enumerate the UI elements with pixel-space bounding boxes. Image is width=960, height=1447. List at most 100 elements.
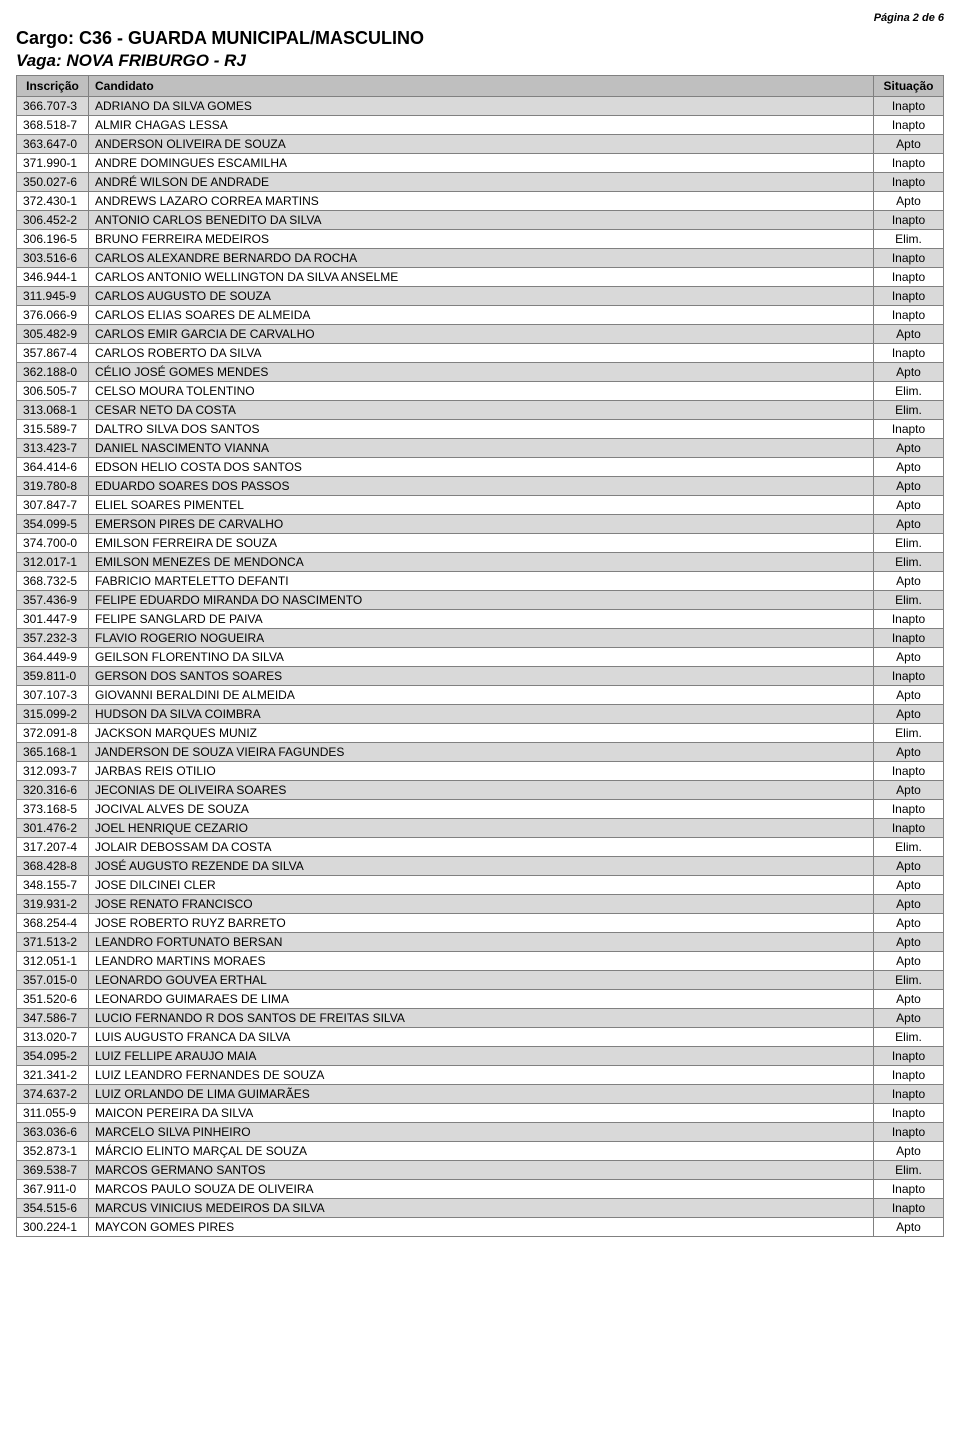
cell-inscricao: 354.095-2 — [17, 1047, 89, 1066]
cell-situacao: Apto — [874, 325, 944, 344]
cell-inscricao: 305.482-9 — [17, 325, 89, 344]
cell-situacao: Inapto — [874, 800, 944, 819]
cell-situacao: Inapto — [874, 420, 944, 439]
candidates-table: Inscrição Candidato Situação 366.707-3AD… — [16, 75, 944, 1237]
cell-inscricao: 367.911-0 — [17, 1180, 89, 1199]
cell-candidato: FABRICIO MARTELETTO DEFANTI — [89, 572, 874, 591]
cell-situacao: Apto — [874, 439, 944, 458]
cell-situacao: Apto — [874, 781, 944, 800]
cell-situacao: Apto — [874, 192, 944, 211]
table-row: 372.430-1ANDREWS LAZARO CORREA MARTINSAp… — [17, 192, 944, 211]
cell-inscricao: 301.447-9 — [17, 610, 89, 629]
cell-inscricao: 320.316-6 — [17, 781, 89, 800]
cell-situacao: Elim. — [874, 553, 944, 572]
cell-situacao: Inapto — [874, 1047, 944, 1066]
cell-situacao: Inapto — [874, 154, 944, 173]
table-row: 319.780-8EDUARDO SOARES DOS PASSOSApto — [17, 477, 944, 496]
cell-candidato: CARLOS ANTONIO WELLINGTON DA SILVA ANSEL… — [89, 268, 874, 287]
cell-situacao: Apto — [874, 648, 944, 667]
cell-candidato: CARLOS AUGUSTO DE SOUZA — [89, 287, 874, 306]
cell-situacao: Apto — [874, 933, 944, 952]
cell-situacao: Apto — [874, 876, 944, 895]
cell-candidato: FELIPE SANGLARD DE PAIVA — [89, 610, 874, 629]
page-number: Página 2 de 6 — [16, 12, 944, 24]
cell-inscricao: 311.055-9 — [17, 1104, 89, 1123]
cell-inscricao: 371.513-2 — [17, 933, 89, 952]
cell-candidato: LUIZ ORLANDO DE LIMA GUIMARÃES — [89, 1085, 874, 1104]
cell-candidato: CÉLIO JOSÉ GOMES MENDES — [89, 363, 874, 382]
table-row: 368.732-5FABRICIO MARTELETTO DEFANTIApto — [17, 572, 944, 591]
table-row: 305.482-9CARLOS EMIR GARCIA DE CARVALHOA… — [17, 325, 944, 344]
cell-candidato: ELIEL SOARES PIMENTEL — [89, 496, 874, 515]
table-row: 359.811-0GERSON DOS SANTOS SOARESInapto — [17, 667, 944, 686]
cell-inscricao: 312.051-1 — [17, 952, 89, 971]
table-row: 366.707-3ADRIANO DA SILVA GOMESInapto — [17, 97, 944, 116]
table-row: 368.518-7ALMIR CHAGAS LESSAInapto — [17, 116, 944, 135]
cell-inscricao: 357.436-9 — [17, 591, 89, 610]
cell-situacao: Elim. — [874, 230, 944, 249]
table-row: 350.027-6ANDRÉ WILSON DE ANDRADEInapto — [17, 173, 944, 192]
cell-inscricao: 357.867-4 — [17, 344, 89, 363]
table-row: 306.196-5BRUNO FERREIRA MEDEIROSElim. — [17, 230, 944, 249]
cell-candidato: BRUNO FERREIRA MEDEIROS — [89, 230, 874, 249]
table-row: 312.051-1LEANDRO MARTINS MORAESApto — [17, 952, 944, 971]
cell-inscricao: 317.207-4 — [17, 838, 89, 857]
cell-candidato: JANDERSON DE SOUZA VIEIRA FAGUNDES — [89, 743, 874, 762]
cell-inscricao: 311.945-9 — [17, 287, 89, 306]
cell-situacao: Apto — [874, 1218, 944, 1237]
table-row: 346.944-1CARLOS ANTONIO WELLINGTON DA SI… — [17, 268, 944, 287]
table-row: 357.015-0LEONARDO GOUVEA ERTHALElim. — [17, 971, 944, 990]
cell-candidato: ADRIANO DA SILVA GOMES — [89, 97, 874, 116]
cell-inscricao: 300.224-1 — [17, 1218, 89, 1237]
cell-candidato: DALTRO SILVA DOS SANTOS — [89, 420, 874, 439]
table-row: 315.099-2HUDSON DA SILVA COIMBRAApto — [17, 705, 944, 724]
cell-situacao: Elim. — [874, 1028, 944, 1047]
cell-inscricao: 307.107-3 — [17, 686, 89, 705]
cell-situacao: Inapto — [874, 629, 944, 648]
cell-candidato: ANDRÉ WILSON DE ANDRADE — [89, 173, 874, 192]
cell-situacao: Apto — [874, 1142, 944, 1161]
cell-situacao: Elim. — [874, 591, 944, 610]
cell-inscricao: 303.516-6 — [17, 249, 89, 268]
cell-candidato: LEONARDO GUIMARAES DE LIMA — [89, 990, 874, 1009]
cell-situacao: Inapto — [874, 344, 944, 363]
vaga-title: Vaga: NOVA FRIBURGO - RJ — [16, 51, 944, 71]
cell-inscricao: 319.931-2 — [17, 895, 89, 914]
cell-inscricao: 346.944-1 — [17, 268, 89, 287]
table-row: 313.068-1CESAR NETO DA COSTAElim. — [17, 401, 944, 420]
table-row: 354.099-5EMERSON PIRES DE CARVALHOApto — [17, 515, 944, 534]
table-row: 303.516-6CARLOS ALEXANDRE BERNARDO DA RO… — [17, 249, 944, 268]
cell-candidato: EMERSON PIRES DE CARVALHO — [89, 515, 874, 534]
table-row: 357.436-9FELIPE EDUARDO MIRANDA DO NASCI… — [17, 591, 944, 610]
cell-candidato: DANIEL NASCIMENTO VIANNA — [89, 439, 874, 458]
cell-situacao: Apto — [874, 135, 944, 154]
cell-candidato: CARLOS ELIAS SOARES DE ALMEIDA — [89, 306, 874, 325]
cell-situacao: Inapto — [874, 762, 944, 781]
table-row: 351.520-6LEONARDO GUIMARAES DE LIMAApto — [17, 990, 944, 1009]
table-row: 371.513-2LEANDRO FORTUNATO BERSANApto — [17, 933, 944, 952]
cell-inscricao: 315.589-7 — [17, 420, 89, 439]
cell-candidato: JOLAIR DEBOSSAM DA COSTA — [89, 838, 874, 857]
table-row: 306.505-7CELSO MOURA TOLENTINOElim. — [17, 382, 944, 401]
cell-inscricao: 369.538-7 — [17, 1161, 89, 1180]
cell-inscricao: 350.027-6 — [17, 173, 89, 192]
cell-inscricao: 313.068-1 — [17, 401, 89, 420]
cell-inscricao: 357.232-3 — [17, 629, 89, 648]
cell-inscricao: 366.707-3 — [17, 97, 89, 116]
cell-candidato: CESAR NETO DA COSTA — [89, 401, 874, 420]
table-row: 354.515-6MARCUS VINICIUS MEDEIROS DA SIL… — [17, 1199, 944, 1218]
cell-inscricao: 354.515-6 — [17, 1199, 89, 1218]
cell-candidato: MARCOS PAULO SOUZA DE OLIVEIRA — [89, 1180, 874, 1199]
table-row: 374.700-0EMILSON FERREIRA DE SOUZAElim. — [17, 534, 944, 553]
cell-situacao: Apto — [874, 686, 944, 705]
table-row: 368.428-8JOSÉ AUGUSTO REZENDE DA SILVAAp… — [17, 857, 944, 876]
cell-inscricao: 306.196-5 — [17, 230, 89, 249]
cell-situacao: Inapto — [874, 1104, 944, 1123]
cell-candidato: GERSON DOS SANTOS SOARES — [89, 667, 874, 686]
cell-situacao: Inapto — [874, 1199, 944, 1218]
table-row: 371.990-1ANDRE DOMINGUES ESCAMILHAInapto — [17, 154, 944, 173]
cell-candidato: LEONARDO GOUVEA ERTHAL — [89, 971, 874, 990]
table-row: 311.055-9MAICON PEREIRA DA SILVAInapto — [17, 1104, 944, 1123]
cell-candidato: FLAVIO ROGERIO NOGUEIRA — [89, 629, 874, 648]
table-row: 312.093-7JARBAS REIS OTILIOInapto — [17, 762, 944, 781]
